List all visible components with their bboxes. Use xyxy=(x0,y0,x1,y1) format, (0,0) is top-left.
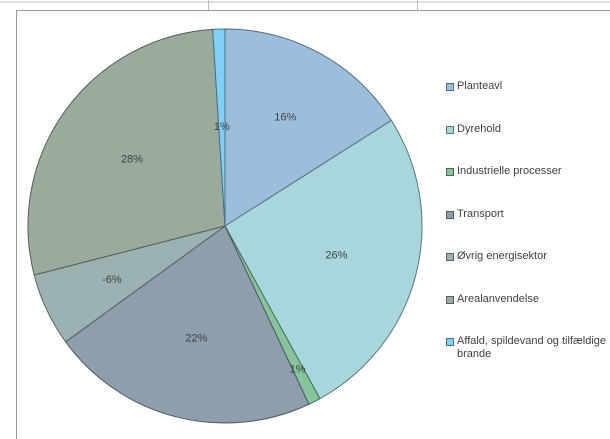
data-label-vrig-energisektor: -6% xyxy=(102,274,122,286)
pie-data-labels: 16% 26% 1% 22% -6% 28% 1% xyxy=(102,111,347,375)
data-label-planteavl: 16% xyxy=(274,111,296,123)
legend-item-transport[interactable]: Transport xyxy=(446,208,609,221)
legend-label: Planteavl xyxy=(457,80,503,92)
pie-slice-arealanvendelse[interactable] xyxy=(27,28,226,276)
legend-label: Dyrehold xyxy=(457,122,502,135)
data-label-transport: 22% xyxy=(185,332,207,344)
legend-swatch xyxy=(446,168,454,176)
legend-swatch xyxy=(446,295,454,304)
data-label-industrielle-processer: 1% xyxy=(290,364,306,376)
legend-item-dyrehold[interactable]: Dyrehold xyxy=(446,123,609,136)
legend-label: Transport xyxy=(457,207,504,220)
legend-label: Affald, spildevand og tilfældige brande xyxy=(457,335,607,360)
legend-swatch xyxy=(446,125,454,134)
legend-swatch xyxy=(446,253,454,261)
legend-label: Industrielle processer xyxy=(457,165,562,177)
pie-slice-transport[interactable] xyxy=(64,225,310,424)
pie-slice-affald-spildevand-og-tilf-ldige-brande[interactable] xyxy=(212,28,226,227)
legend-item-industrielle-processer[interactable]: Industrielle processer xyxy=(446,165,609,178)
legend-swatch xyxy=(446,210,454,219)
legend-item-planteavl[interactable]: Planteavl xyxy=(446,80,609,93)
legend-swatch xyxy=(446,83,454,91)
pie-slice-dyrehold[interactable] xyxy=(224,119,423,400)
data-label-dyrehold: 26% xyxy=(325,250,347,262)
pie-chart xyxy=(27,28,423,424)
legend-swatch xyxy=(446,338,454,346)
pie-slice-planteavl[interactable] xyxy=(224,28,393,227)
legend-item-arealanvendelse[interactable]: Arealanvendelse xyxy=(446,293,609,306)
legend-label: Øvrig energisektor xyxy=(457,250,547,262)
legend-label: Arealanvendelse xyxy=(457,292,539,305)
data-label-affald-spildevand-og-tilf-ldige-brande: 1% xyxy=(214,121,230,133)
legend-item-vrig-energisektor[interactable]: Øvrig energisektor xyxy=(446,250,609,263)
data-label-arealanvendelse: 28% xyxy=(121,153,143,165)
legend-item-affald-spildevand-og-tilf-ldige-brande[interactable]: Affald, spildevand og tilfældige brande xyxy=(446,335,609,361)
